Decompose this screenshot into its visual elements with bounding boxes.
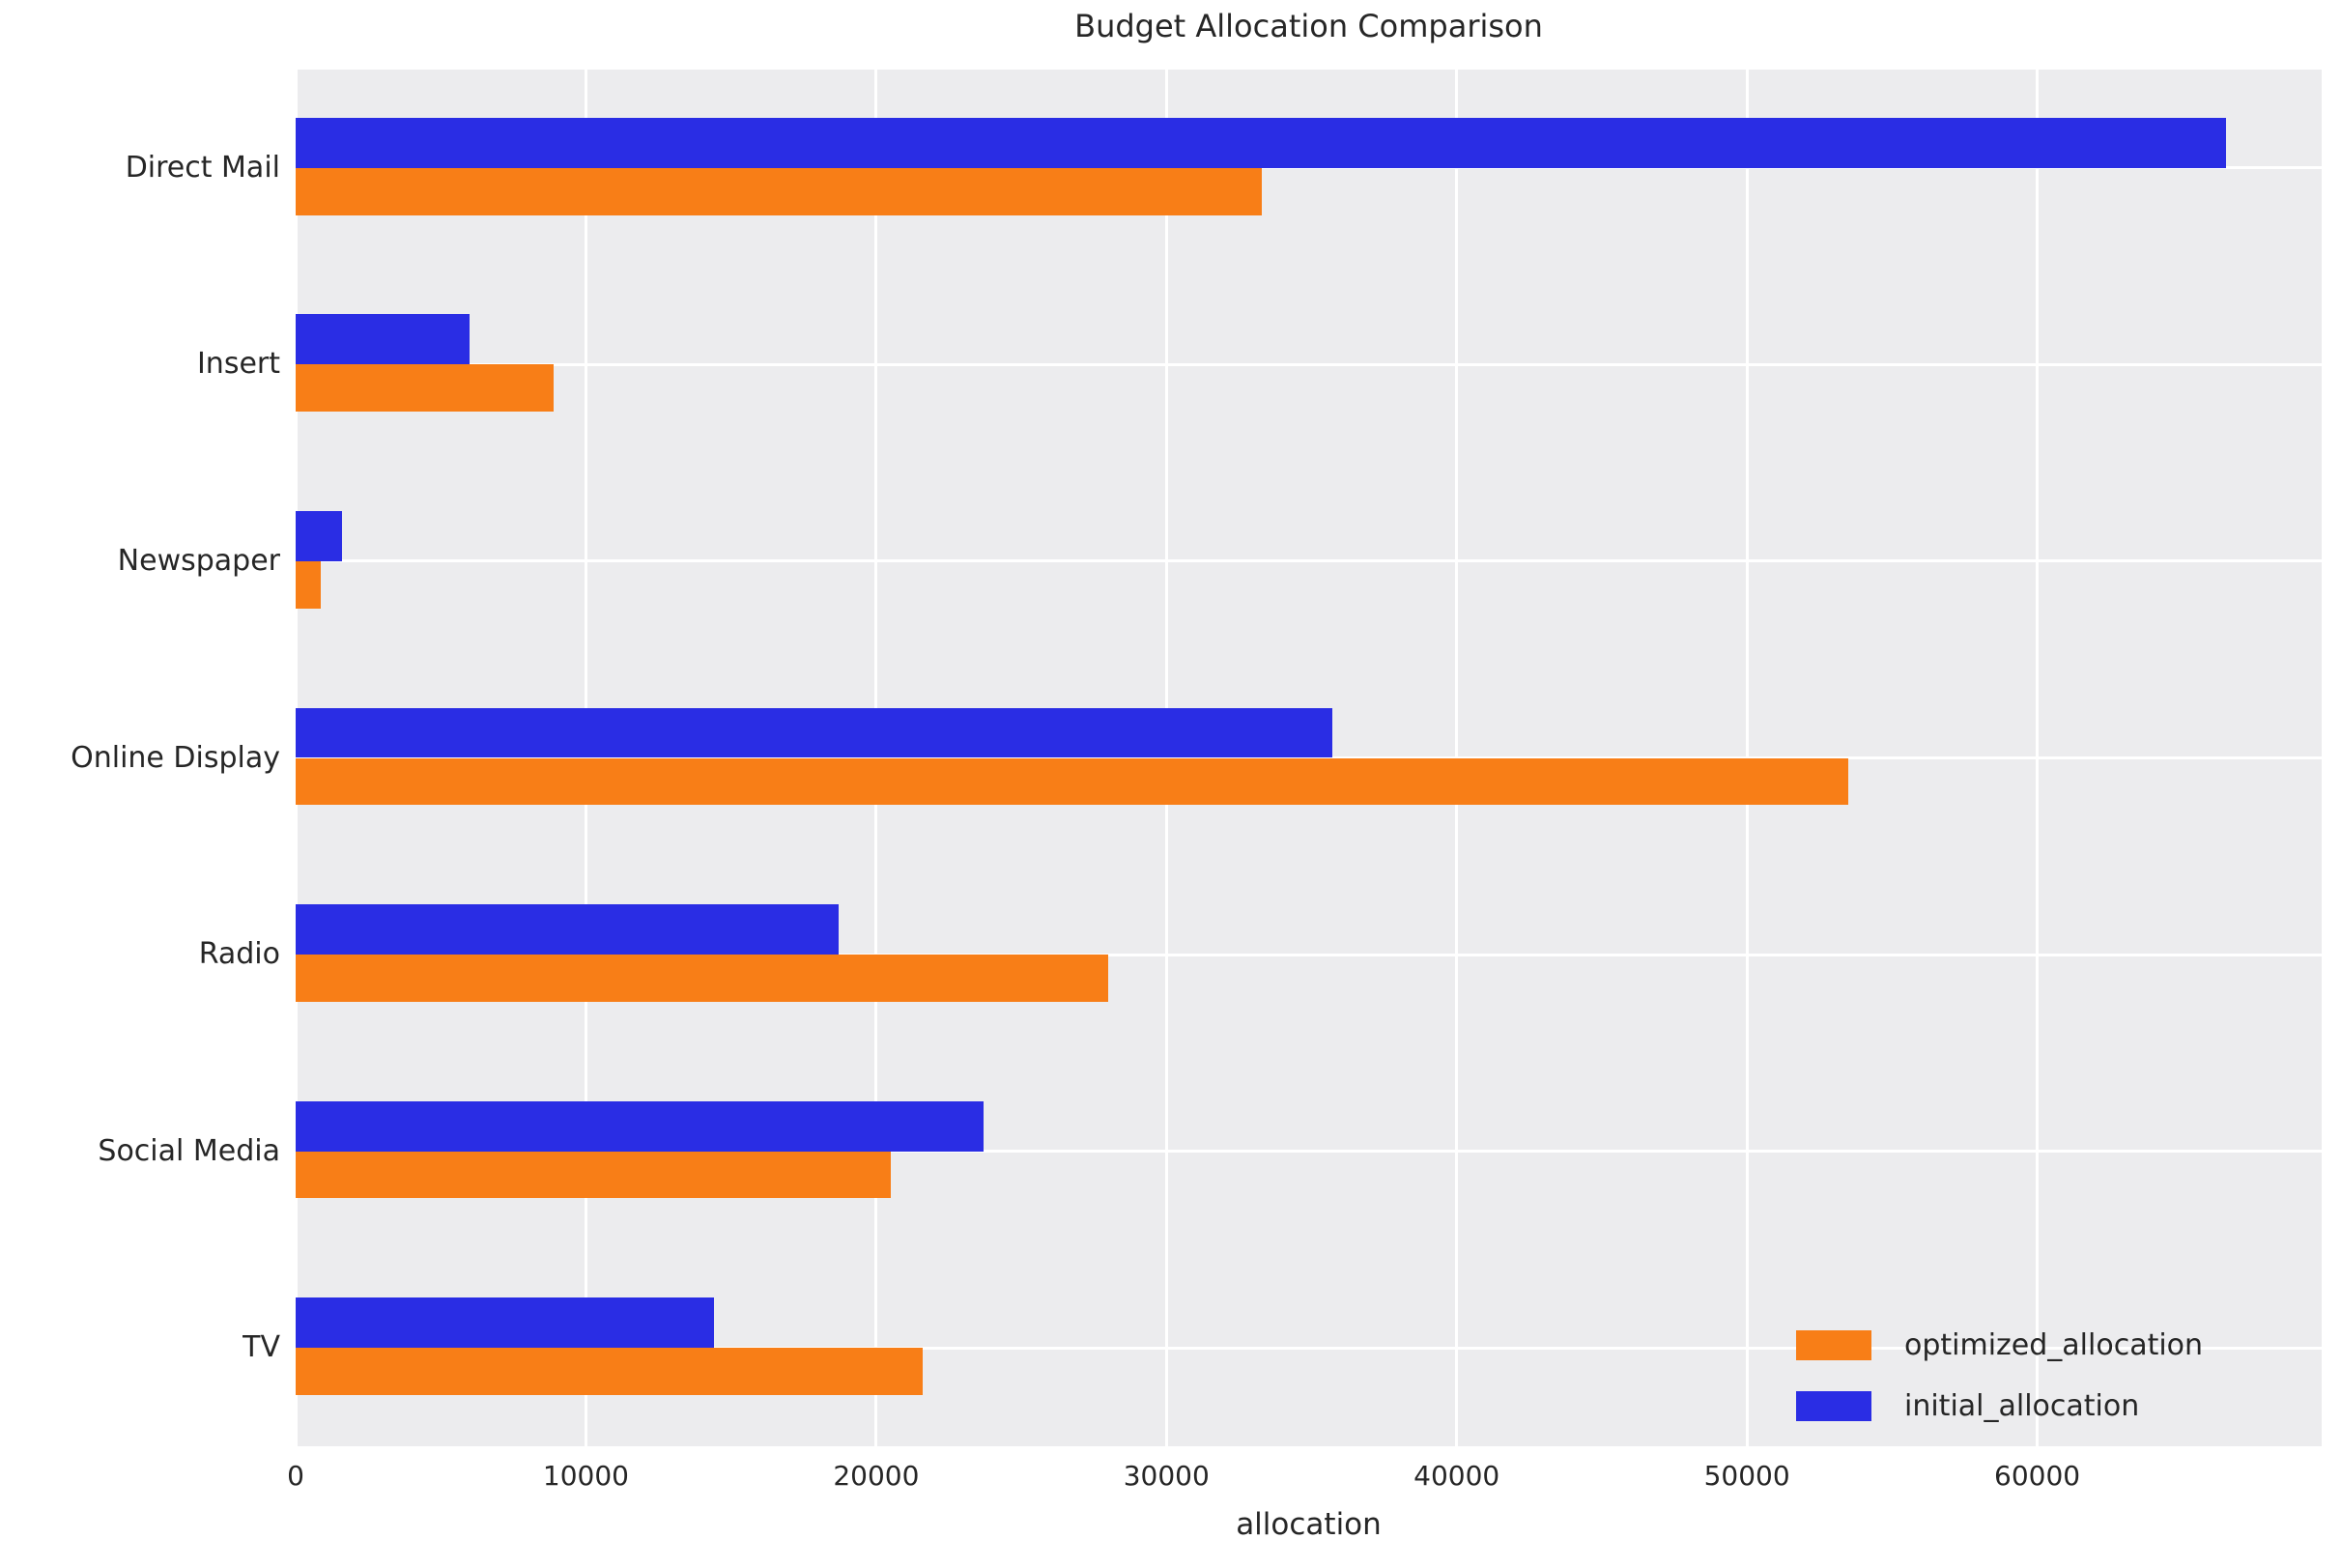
category-label-social-media: Social Media xyxy=(98,1133,280,1168)
bar-optimized-allocation-online-display xyxy=(296,757,1849,806)
bar-initial-allocation-insert xyxy=(296,314,471,365)
gridline-y-direct-mail xyxy=(296,166,2322,170)
category-label-insert: Insert xyxy=(196,347,280,382)
x-axis-title: allocation xyxy=(1236,1507,1382,1542)
bar-initial-allocation-social-media xyxy=(296,1100,985,1152)
bar-optimized-allocation-radio xyxy=(296,955,1109,1002)
legend-label-initial: initial_allocation xyxy=(1904,1389,2140,1423)
category-label-online-display: Online Display xyxy=(71,740,280,775)
x-tick-10000: 10000 xyxy=(542,1460,629,1492)
x-tick-20000: 20000 xyxy=(833,1460,920,1492)
gridline-y-tv xyxy=(296,1346,2322,1350)
x-tick-30000: 30000 xyxy=(1123,1460,1210,1492)
bar-initial-allocation-radio xyxy=(296,904,839,955)
bar-optimized-allocation-direct-mail xyxy=(296,167,1263,215)
category-label-direct-mail: Direct Mail xyxy=(125,150,280,185)
bar-initial-allocation-newspaper xyxy=(296,511,343,561)
bar-optimized-allocation-tv xyxy=(296,1348,923,1396)
legend-label-optimized: optimized_allocation xyxy=(1904,1328,2204,1362)
legend: optimized_allocation initial_allocation xyxy=(1796,1315,2203,1437)
plot-area xyxy=(294,70,2322,1446)
category-label-newspaper: Newspaper xyxy=(117,543,280,578)
chart-title: Budget Allocation Comparison xyxy=(1074,8,1543,44)
x-tick-0: 0 xyxy=(287,1460,304,1492)
bar-optimized-allocation-insert xyxy=(296,364,555,413)
x-tick-50000: 50000 xyxy=(1703,1460,1790,1492)
bar-optimized-allocation-social-media xyxy=(296,1151,891,1199)
bar-optimized-allocation-newspaper xyxy=(296,560,321,609)
legend-swatch-optimized xyxy=(1796,1330,1871,1360)
gridline-y-social-media xyxy=(296,1150,2322,1154)
legend-row-optimized: optimized_allocation xyxy=(1796,1315,2203,1376)
category-label-tv: TV xyxy=(243,1330,280,1365)
gridline-y-insert xyxy=(296,362,2322,366)
bar-initial-allocation-online-display xyxy=(296,707,1332,758)
legend-swatch-initial xyxy=(1796,1391,1871,1421)
category-label-radio: Radio xyxy=(198,937,280,972)
gridline-y-newspaper xyxy=(296,559,2322,563)
gridline-y-radio xyxy=(296,953,2322,956)
x-tick-60000: 60000 xyxy=(1994,1460,2081,1492)
x-tick-40000: 40000 xyxy=(1413,1460,1500,1492)
bar-initial-allocation-direct-mail xyxy=(296,117,2226,168)
bar-initial-allocation-tv xyxy=(296,1297,714,1349)
legend-row-initial: initial_allocation xyxy=(1796,1376,2203,1437)
